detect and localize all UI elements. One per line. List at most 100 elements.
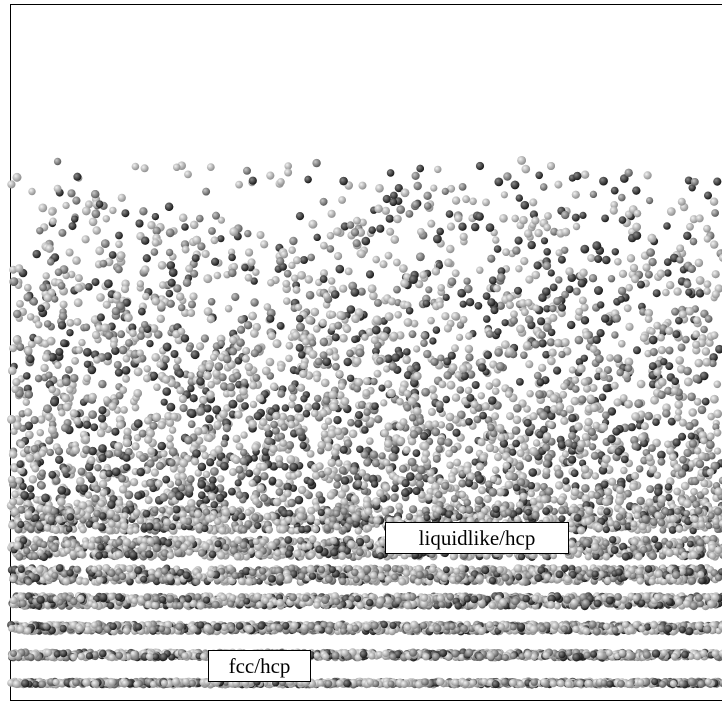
atom	[125, 491, 134, 500]
atom	[175, 492, 184, 501]
atom	[627, 254, 635, 262]
atom	[601, 215, 609, 223]
atom	[178, 328, 186, 336]
atom	[63, 403, 71, 411]
atom	[542, 443, 550, 451]
atom	[462, 195, 470, 203]
atom	[245, 274, 253, 282]
atom	[615, 448, 623, 456]
atom	[451, 312, 459, 320]
atom	[300, 395, 307, 402]
atom	[400, 279, 409, 288]
atom	[115, 232, 123, 240]
atom	[115, 369, 123, 377]
atom	[581, 378, 589, 386]
atom	[334, 252, 342, 260]
atom	[284, 270, 292, 278]
atom	[525, 299, 533, 307]
atom	[251, 513, 259, 521]
atom	[192, 254, 200, 262]
atom	[472, 381, 480, 389]
atom	[286, 510, 293, 517]
atom	[569, 506, 576, 513]
atom	[714, 429, 722, 437]
atom	[351, 495, 359, 503]
atom	[505, 472, 514, 481]
atom	[521, 308, 529, 316]
atom	[118, 194, 126, 202]
atom	[152, 413, 161, 422]
atom	[393, 215, 402, 224]
atom	[309, 350, 318, 359]
atom	[645, 412, 653, 420]
atom	[683, 449, 691, 457]
atom	[341, 397, 350, 406]
atom	[624, 304, 632, 312]
atom	[323, 292, 330, 299]
atom	[704, 235, 711, 242]
atom	[151, 248, 159, 256]
atom	[336, 265, 345, 274]
atom	[318, 509, 325, 516]
atom	[499, 214, 508, 223]
atom	[541, 237, 548, 244]
atom	[119, 386, 127, 394]
atom	[114, 506, 121, 513]
atom	[309, 339, 316, 346]
atom	[698, 406, 707, 415]
atom	[240, 449, 247, 456]
atom	[567, 321, 575, 329]
atom	[162, 376, 170, 384]
atom	[346, 350, 354, 358]
atom	[424, 202, 432, 210]
atom	[654, 512, 662, 520]
atom	[341, 476, 349, 484]
atom	[210, 467, 219, 476]
atom	[664, 441, 671, 448]
atom	[134, 492, 142, 500]
atom	[167, 300, 175, 308]
atom	[206, 391, 214, 399]
atom	[353, 357, 362, 366]
atom	[117, 251, 126, 260]
atom	[349, 430, 358, 439]
atom	[543, 460, 550, 467]
atom	[328, 459, 336, 467]
atom	[333, 481, 341, 489]
atom	[401, 189, 410, 198]
atom	[448, 277, 457, 286]
atom	[553, 367, 561, 375]
atom	[549, 305, 556, 312]
atom	[98, 444, 107, 453]
atom	[704, 192, 712, 200]
atom	[397, 437, 405, 445]
atom	[137, 332, 145, 340]
atom	[571, 469, 579, 477]
atom	[244, 230, 251, 237]
atom	[496, 362, 505, 371]
atom	[620, 467, 627, 474]
atom	[421, 456, 429, 464]
atom	[427, 317, 434, 324]
atom	[10, 277, 19, 286]
atom	[96, 293, 105, 302]
atom	[41, 364, 49, 372]
atom	[13, 173, 22, 182]
atom	[105, 470, 112, 477]
atom	[47, 449, 54, 456]
atom	[36, 522, 44, 530]
atom	[99, 406, 107, 414]
atom	[155, 480, 163, 488]
atom	[712, 518, 719, 525]
atom	[281, 423, 288, 430]
atom	[207, 381, 215, 389]
atom	[190, 293, 198, 301]
atom	[347, 375, 354, 382]
atom	[484, 495, 492, 503]
atom	[241, 402, 249, 410]
atom	[210, 354, 217, 361]
atom	[138, 308, 146, 316]
atom	[443, 294, 450, 301]
atom	[577, 440, 585, 448]
